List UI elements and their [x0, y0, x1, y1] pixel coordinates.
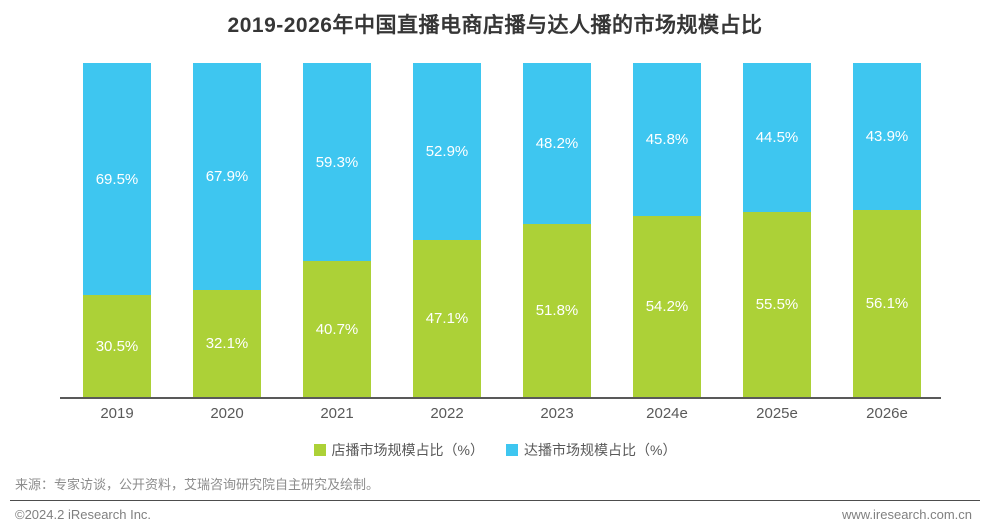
- legend-label: 达播市场规模占比（%）: [524, 442, 677, 458]
- bar-segment: 54.2%: [633, 215, 701, 397]
- value-label: 40.7%: [315, 320, 359, 338]
- stacked-bar-2026e: 43.9% 56.1%: [853, 63, 921, 397]
- plot-area: 69.5% 30.5% 67.9% 32.1% 59.3% 40.7% 52.9% 47.1%…: [62, 63, 942, 397]
- x-tick-label: 2019: [100, 405, 134, 422]
- value-label: 51.8%: [535, 301, 579, 319]
- stacked-bar-2024e: 45.8% 54.2%: [633, 63, 701, 397]
- stacked-bar-2019: 69.5% 30.5%: [83, 63, 151, 397]
- x-tick-label: 2020: [210, 405, 244, 422]
- bar-segment: 56.1%: [853, 209, 921, 397]
- bar-column-2026e: 43.9% 56.1%: [832, 63, 942, 397]
- bar-column-2023: 48.2% 51.8%: [502, 63, 612, 397]
- bar-segment: 30.5%: [83, 295, 151, 397]
- bar-segment: 40.7%: [303, 261, 371, 397]
- footer: ©2024.2 iResearch Inc. www.iresearch.com…: [10, 500, 980, 522]
- value-label: 43.9%: [865, 127, 909, 145]
- legend-item: 店播市场规模占比（%）: [313, 440, 484, 460]
- website-link[interactable]: www.iresearch.com.cn: [841, 507, 972, 522]
- value-label: 48.2%: [535, 134, 579, 152]
- bar-column-2022: 52.9% 47.1%: [392, 63, 502, 397]
- bar-segment: 69.5%: [83, 63, 151, 296]
- bar-segment: 52.9%: [413, 63, 481, 240]
- bar-segment: 44.5%: [743, 63, 811, 212]
- value-label: 45.8%: [645, 130, 689, 148]
- bar-column-2020: 67.9% 32.1%: [172, 63, 282, 397]
- x-tick-label: 2022: [430, 405, 464, 422]
- bar-column-2021: 59.3% 40.7%: [282, 63, 392, 397]
- x-axis-labels: 2019 2020 2021 2022 2023 2024e 2025e 2026e: [62, 399, 942, 422]
- value-label: 55.5%: [755, 295, 799, 313]
- bar-column-2019: 69.5% 30.5%: [62, 63, 172, 397]
- stacked-bar-2022: 52.9% 47.1%: [413, 63, 481, 397]
- bar-segment: 55.5%: [743, 211, 811, 397]
- bar-column-2024e: 45.8% 54.2%: [612, 63, 722, 397]
- x-tick-label: 2021: [320, 405, 354, 422]
- legend: 店播市场规模占比（%） 达播市场规模占比（%）: [0, 440, 990, 460]
- value-label: 44.5%: [755, 128, 799, 146]
- bar-column-2025e: 44.5% 55.5%: [722, 63, 832, 397]
- legend-swatch: [313, 444, 326, 456]
- x-tick-label: 2025e: [756, 405, 798, 422]
- stacked-bar-2021: 59.3% 40.7%: [303, 63, 371, 397]
- x-tick-label: 2026e: [866, 405, 908, 422]
- bar-segment: 43.9%: [853, 63, 921, 210]
- source-note: 来源：专家访谈，公开资料，艾瑞咨询研究院自主研究及绘制。: [15, 477, 380, 492]
- value-label: 59.3%: [315, 153, 359, 171]
- stacked-bar-2023: 48.2% 51.8%: [523, 63, 591, 397]
- bar-segment: 51.8%: [523, 223, 591, 397]
- value-label: 47.1%: [425, 309, 469, 327]
- x-tick-label: 2023: [540, 405, 574, 422]
- bar-segment: 67.9%: [193, 63, 261, 290]
- chart-title: 2019-2026年中国直播电商店播与达人播的市场规模占比: [227, 14, 763, 37]
- legend-item: 达播市场规模占比（%）: [506, 440, 676, 460]
- value-label: 54.2%: [645, 297, 689, 315]
- value-label: 52.9%: [425, 142, 469, 160]
- bar-segment: 45.8%: [633, 63, 701, 216]
- value-label: 69.5%: [95, 170, 139, 188]
- stacked-bar-2020: 67.9% 32.1%: [193, 63, 261, 397]
- x-tick-label: 2024e: [646, 405, 688, 422]
- x-axis-line: [60, 397, 941, 399]
- legend-swatch: [506, 444, 518, 456]
- bar-segment: 47.1%: [413, 239, 481, 397]
- bar-segment: 48.2%: [523, 63, 591, 224]
- value-label: 30.5%: [95, 337, 139, 355]
- copyright-text: ©2024.2 iResearch Inc.: [15, 507, 152, 522]
- bar-segment: 59.3%: [303, 63, 371, 262]
- stacked-bar-2025e: 44.5% 55.5%: [743, 63, 811, 397]
- stacked-bar-chart: 69.5% 30.5% 67.9% 32.1% 59.3% 40.7% 52.9% 47.1%…: [0, 63, 990, 422]
- value-label: 67.9%: [205, 167, 249, 185]
- value-label: 56.1%: [865, 294, 909, 312]
- value-label: 32.1%: [205, 334, 249, 352]
- bar-segment: 32.1%: [193, 289, 261, 397]
- legend-label: 店播市场规模占比（%）: [331, 442, 484, 458]
